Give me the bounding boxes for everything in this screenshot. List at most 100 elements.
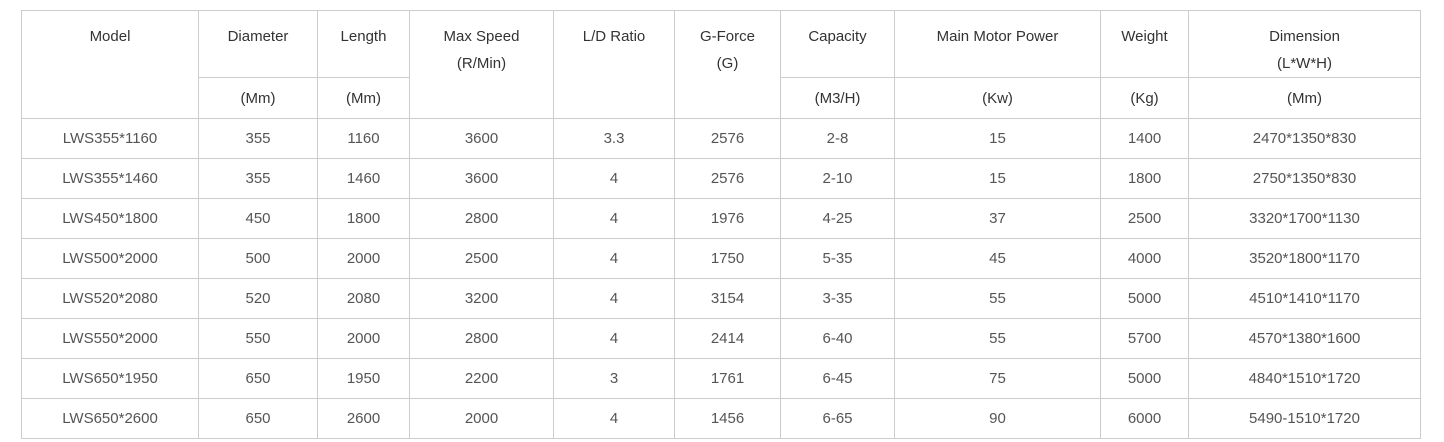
unit-weight: (Kg) [1100,77,1189,119]
table-row: LWS550*2000 550 2000 2800 4 2414 6-40 55… [21,318,1421,359]
cell-model: LWS650*2600 [21,398,199,439]
cell-main-motor-power: 55 [894,278,1101,319]
cell-ld-ratio: 4 [553,318,675,359]
cell-model: LWS520*2080 [21,278,199,319]
col-header-dimension: Dimension (L*W*H) [1188,10,1421,78]
cell-g-force: 3154 [674,278,781,319]
cell-max-speed: 2800 [409,198,554,239]
cell-capacity: 2-8 [780,118,895,159]
cell-main-motor-power: 90 [894,398,1101,439]
cell-length: 2000 [317,238,410,279]
cell-g-force: 1750 [674,238,781,279]
cell-weight: 5000 [1100,358,1189,399]
cell-weight: 6000 [1100,398,1189,439]
cell-capacity: 6-40 [780,318,895,359]
cell-weight: 4000 [1100,238,1189,279]
cell-max-speed: 2200 [409,358,554,399]
cell-length: 1950 [317,358,410,399]
cell-ld-ratio: 4 [553,278,675,319]
cell-dimension: 2750*1350*830 [1188,158,1421,199]
cell-capacity: 3-35 [780,278,895,319]
col-header-g-force-unit: (G) [716,55,739,72]
cell-diameter: 450 [198,198,318,239]
cell-ld-ratio: 3 [553,358,675,399]
cell-g-force: 2576 [674,118,781,159]
cell-diameter: 650 [198,358,318,399]
cell-main-motor-power: 45 [894,238,1101,279]
cell-model: LWS355*1460 [21,158,199,199]
cell-max-speed: 2800 [409,318,554,359]
table-row: LWS500*2000 500 2000 2500 4 1750 5-35 45… [21,238,1421,279]
header-row-units: (Mm) (Mm) (M3/H) (Kw) (Kg) (Mm) [22,77,1421,119]
cell-dimension: 5490-1510*1720 [1188,398,1421,439]
cell-length: 1460 [317,158,410,199]
col-header-main-motor-power: Main Motor Power [894,10,1101,78]
cell-capacity: 5-35 [780,238,895,279]
cell-weight: 2500 [1100,198,1189,239]
cell-ld-ratio: 4 [553,238,675,279]
col-header-ld-ratio: L/D Ratio [553,10,675,119]
cell-model: LWS450*1800 [21,198,199,239]
cell-ld-ratio: 4 [553,158,675,199]
cell-ld-ratio: 4 [553,198,675,239]
col-header-g-force: G-Force (G) [674,10,781,119]
col-header-capacity: Capacity [780,10,895,78]
cell-length: 2600 [317,398,410,439]
spec-table-container: Model Diameter Length Max Speed (R/Min) … [21,10,1421,439]
table-row: LWS650*2600 650 2600 2000 4 1456 6-65 90… [21,398,1421,439]
col-header-length: Length [317,10,410,78]
cell-model: LWS500*2000 [21,238,199,279]
cell-weight: 5700 [1100,318,1189,359]
cell-weight: 1800 [1100,158,1189,199]
cell-capacity: 6-65 [780,398,895,439]
cell-model: LWS550*2000 [21,318,199,359]
col-header-max-speed-unit: (R/Min) [456,55,507,72]
cell-diameter: 355 [198,118,318,159]
col-header-dimension-label: Dimension [1269,28,1340,45]
cell-model: LWS650*1950 [21,358,199,399]
cell-g-force: 2414 [674,318,781,359]
cell-diameter: 550 [198,318,318,359]
cell-diameter: 355 [198,158,318,199]
cell-main-motor-power: 15 [894,118,1101,159]
cell-length: 2000 [317,318,410,359]
cell-capacity: 6-45 [780,358,895,399]
cell-g-force: 1976 [674,198,781,239]
cell-main-motor-power: 55 [894,318,1101,359]
cell-weight: 1400 [1100,118,1189,159]
cell-length: 2080 [317,278,410,319]
cell-g-force: 1456 [674,398,781,439]
cell-dimension: 3320*1700*1130 [1188,198,1421,239]
col-header-dimension-sublabel: (L*W*H) [1277,55,1332,72]
cell-dimension: 2470*1350*830 [1188,118,1421,159]
cell-g-force: 2576 [674,158,781,199]
col-header-max-speed-label: Max Speed [443,28,520,45]
cell-diameter: 520 [198,278,318,319]
cell-model: LWS355*1160 [21,118,199,159]
cell-max-speed: 2500 [409,238,554,279]
cell-main-motor-power: 37 [894,198,1101,239]
unit-diameter: (Mm) [198,77,318,119]
cell-capacity: 4-25 [780,198,895,239]
cell-length: 1800 [317,198,410,239]
cell-ld-ratio: 4 [553,398,675,439]
table-row: LWS650*1950 650 1950 2200 3 1761 6-45 75… [21,358,1421,399]
unit-main-motor-power: (Kw) [894,77,1101,119]
table-row: LWS355*1160 355 1160 3600 3.3 2576 2-8 1… [21,118,1421,159]
table-row: LWS450*1800 450 1800 2800 4 1976 4-25 37… [21,198,1421,239]
table-row: LWS520*2080 520 2080 3200 4 3154 3-35 55… [21,278,1421,319]
cell-diameter: 650 [198,398,318,439]
header-row-labels: Model Diameter Length Max Speed (R/Min) … [21,10,1421,119]
cell-dimension: 4840*1510*1720 [1188,358,1421,399]
cell-max-speed: 3200 [409,278,554,319]
cell-max-speed: 2000 [409,398,554,439]
col-header-max-speed: Max Speed (R/Min) [409,10,554,119]
unit-capacity: (M3/H) [780,77,895,119]
table-row: LWS355*1460 355 1460 3600 4 2576 2-10 15… [21,158,1421,199]
spec-table: Model Diameter Length Max Speed (R/Min) … [21,10,1421,439]
cell-g-force: 1761 [674,358,781,399]
cell-main-motor-power: 15 [894,158,1101,199]
cell-ld-ratio: 3.3 [553,118,675,159]
cell-capacity: 2-10 [780,158,895,199]
col-header-weight: Weight [1100,10,1189,78]
